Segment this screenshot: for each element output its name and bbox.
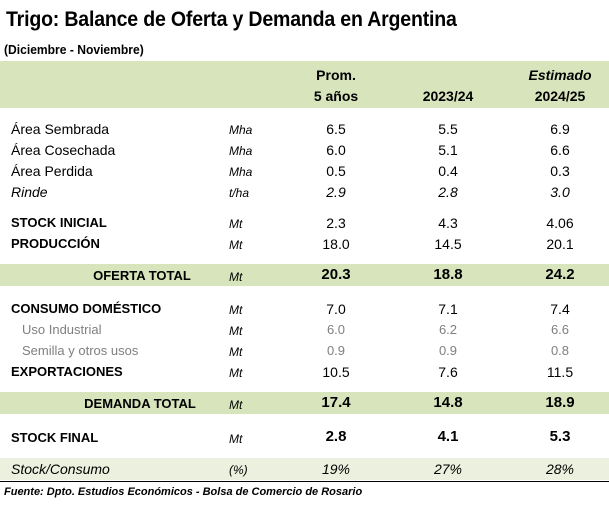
value-2024-25: 0.8: [550, 343, 570, 358]
value-prom: 2.8: [325, 428, 347, 445]
col-header-2023-24: 2023/24: [422, 88, 474, 104]
row-unit: Mt: [229, 432, 243, 446]
value-2023-24: 27%: [433, 461, 463, 477]
row-label: Uso Industrial: [22, 322, 102, 337]
value-2024-25: 11.5: [546, 364, 574, 380]
row-unit: Mha: [229, 165, 253, 179]
value-prom: 2.9: [326, 184, 346, 200]
row-unit: t/ha: [229, 186, 250, 200]
value-prom: 6.5: [326, 121, 346, 137]
col-header-estimado: Estimado: [528, 67, 592, 83]
value-prom: 20.3: [321, 266, 351, 283]
value-prom: 6.0: [326, 142, 346, 158]
row-label: EXPORTACIONES: [11, 364, 123, 379]
value-prom: 6.0: [326, 322, 346, 337]
row-label: STOCK INICIAL: [11, 215, 107, 230]
value-prom: 7.0: [326, 301, 346, 317]
value-2024-25: 24.2: [545, 266, 575, 283]
col-header-5anios: 5 años: [313, 88, 359, 104]
value-prom: 18.0: [322, 236, 350, 252]
value-2023-24: 0.4: [438, 163, 458, 179]
row-unit: Mha: [229, 123, 253, 137]
row-label: DEMANDA TOTAL: [84, 396, 196, 411]
value-prom: 10.5: [322, 364, 350, 380]
source-note: Fuente: Dpto. Estudios Económicos - Bols…: [4, 486, 363, 498]
value-2024-25: 18.9: [545, 394, 575, 411]
row-unit: Mt: [229, 398, 243, 412]
row-label: Rinde: [11, 184, 48, 200]
value-2024-25: 0.3: [550, 163, 570, 179]
value-prom: 0.5: [326, 163, 346, 179]
value-prom: 17.4: [321, 394, 351, 411]
oferta-total-band: [0, 264, 609, 286]
row-unit: Mt: [229, 238, 243, 252]
value-2024-25: 7.4: [550, 301, 570, 317]
value-2024-25: 6.6: [550, 322, 570, 337]
row-unit: Mt: [229, 324, 243, 338]
period-subtitle: (Diciembre - Noviembre): [4, 42, 144, 57]
row-label: Área Perdida: [11, 163, 93, 179]
value-2023-24: 4.1: [437, 428, 459, 445]
value-2023-24: 4.3: [438, 215, 458, 231]
row-unit: Mt: [229, 303, 243, 317]
row-unit: Mt: [229, 217, 243, 231]
col-header-2024-25: 2024/25: [534, 88, 586, 104]
row-label: Área Cosechada: [11, 142, 116, 158]
value-2024-25: 28%: [545, 461, 575, 477]
value-2023-24: 2.8: [438, 184, 458, 200]
row-unit: Mt: [229, 345, 243, 359]
bottom-rule: [0, 481, 609, 482]
value-2024-25: 6.6: [550, 142, 570, 158]
value-2023-24: 7.1: [438, 301, 458, 317]
row-unit: Mha: [229, 144, 253, 158]
row-label: Semilla y otros usos: [22, 343, 139, 358]
stock-consumo-band: [0, 458, 609, 480]
row-label: OFERTA TOTAL: [93, 268, 191, 283]
row-label: Stock/Consumo: [11, 461, 110, 477]
value-2023-24: 7.6: [438, 364, 458, 380]
row-unit: (%): [229, 463, 248, 477]
row-label: CONSUMO DOMÉSTICO: [11, 301, 162, 316]
value-2023-24: 14.5: [434, 236, 462, 252]
page-title: Trigo: Balance de Oferta y Demanda en Ar…: [6, 8, 457, 31]
value-2023-24: 5.1: [438, 142, 458, 158]
value-2023-24: 14.8: [433, 394, 463, 411]
value-2024-25: 5.3: [549, 428, 571, 445]
row-label: PRODUCCIÓN: [11, 236, 100, 251]
value-2024-25: 3.0: [550, 184, 570, 200]
row-unit: Mt: [229, 366, 243, 380]
value-2024-25: 4.06: [546, 215, 574, 231]
value-2023-24: 6.2: [438, 322, 458, 337]
value-2024-25: 6.9: [550, 121, 570, 137]
row-label: Área Sembrada: [11, 121, 110, 137]
value-2023-24: 18.8: [433, 266, 463, 283]
value-prom: 19%: [321, 461, 351, 477]
col-header-prom: Prom.: [316, 67, 356, 83]
row-unit: Mt: [229, 270, 243, 284]
value-2023-24: 5.5: [438, 121, 458, 137]
value-2023-24: 0.9: [438, 343, 458, 358]
row-label: STOCK FINAL: [11, 430, 99, 445]
table-header: [0, 61, 609, 108]
value-prom: 0.9: [326, 343, 346, 358]
value-2024-25: 20.1: [546, 236, 574, 252]
value-prom: 2.3: [326, 215, 346, 231]
demanda-total-band: [0, 392, 609, 414]
